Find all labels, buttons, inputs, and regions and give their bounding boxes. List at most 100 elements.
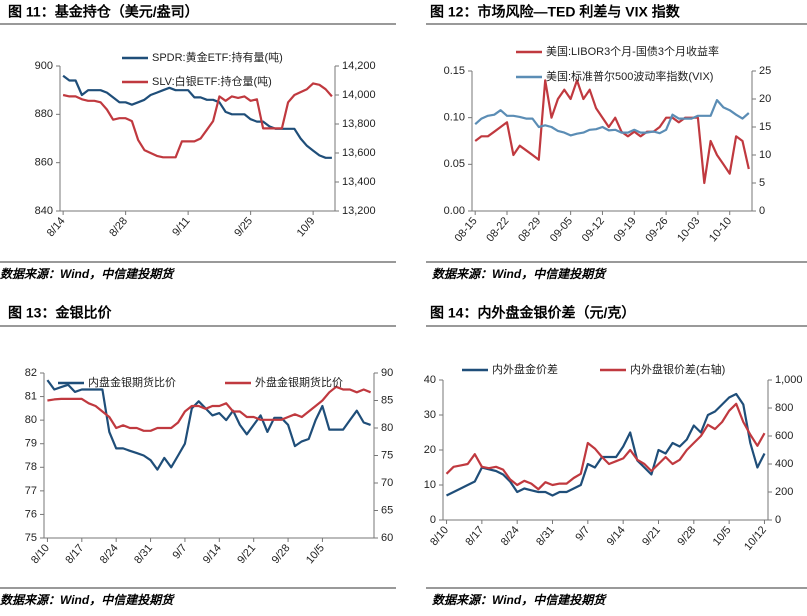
y2-tick-label: 75	[381, 449, 393, 461]
y-tick-label: 20	[424, 444, 436, 456]
y2-tick-label: 1,000	[775, 374, 803, 386]
legend-label: SPDR:黄金ETF:持有量(吨)	[152, 50, 283, 64]
x-tick-label: 8/17	[63, 542, 86, 566]
y2-tick-label: 20	[759, 93, 771, 105]
y2-tick-label: 14,200	[342, 60, 376, 72]
y2-tick-label: 600	[775, 430, 793, 442]
y-tick-label: 30	[424, 409, 436, 421]
legend-label: 美国:标准普尔500波动率指数(VIX)	[546, 69, 713, 83]
x-tick-label: 8/10	[428, 524, 451, 548]
y-tick-label: 900	[35, 60, 53, 72]
x-tick-label: 09-26	[643, 215, 670, 244]
y2-tick-label: 200	[775, 486, 793, 498]
series-line	[474, 99, 750, 137]
x-tick-label: 09-12	[580, 215, 607, 244]
y2-tick-label: 5	[759, 177, 765, 189]
series-line	[445, 402, 766, 491]
x-tick-label: 9/21	[235, 542, 258, 566]
y2-tick-label: 13,800	[342, 118, 376, 130]
y2-tick-label: 0	[759, 205, 765, 217]
chart-title: 图 13：金银比价	[8, 305, 112, 321]
y2-tick-label: 13,200	[342, 205, 376, 217]
x-tick-label: 08-15	[452, 215, 479, 244]
y-tick-label: 79	[25, 438, 37, 450]
source-note: 数据来源：Wind，中信建投期货	[432, 593, 607, 607]
y-tick-label: 82	[25, 367, 37, 379]
chart-title: 图 12：市场风险—TED 利差与 VIX 指数	[430, 4, 681, 20]
x-tick-label: 9/14	[605, 524, 628, 548]
series-line	[62, 82, 333, 159]
x-tick-label: 8/24	[499, 524, 522, 548]
x-tick-label: 9/21	[640, 524, 663, 548]
x-tick-label: 9/28	[675, 524, 698, 548]
y-tick-label: 78	[25, 461, 37, 473]
series-line	[46, 379, 371, 471]
x-tick-label: 10/12	[742, 524, 769, 553]
y-tick-label: 0.05	[444, 158, 465, 170]
y-tick-label: 75	[25, 532, 37, 544]
y-tick-label: 0.10	[444, 112, 465, 124]
legend-label: 内外盘金价差	[492, 362, 558, 376]
y-tick-label: 0.00	[444, 205, 465, 217]
x-tick-label: 9/11	[170, 215, 192, 238]
x-tick-label: 08-29	[516, 215, 543, 244]
legend-label: 外盘金银期货比价	[255, 375, 343, 389]
x-tick-label: 8/10	[29, 542, 52, 566]
x-tick-label: 09-19	[612, 215, 639, 244]
y2-tick-label: 13,600	[342, 147, 376, 159]
x-tick-label: 9/7	[170, 542, 189, 561]
x-tick-label: 10/5	[304, 542, 327, 566]
chart-title: 图 14：内外盘金银价差（元/克）	[430, 305, 635, 321]
y2-tick-label: 400	[775, 458, 793, 470]
x-tick-label: 9/7	[573, 524, 592, 543]
y-tick-label: 0	[430, 514, 436, 526]
y2-tick-label: 800	[775, 402, 793, 414]
x-tick-label: 10-10	[707, 215, 734, 244]
y2-tick-label: 90	[381, 367, 393, 379]
y-tick-label: 40	[424, 374, 436, 386]
y-tick-label: 76	[25, 508, 37, 520]
legend-label: 内盘金银期货比价	[88, 375, 176, 389]
y2-tick-label: 65	[381, 504, 393, 516]
chart-title: 图 11：基金持仓（美元/盎司）	[8, 4, 199, 20]
series-line	[47, 385, 372, 432]
y2-tick-label: 13,400	[342, 176, 376, 188]
x-tick-label: 10-03	[675, 215, 702, 244]
y2-tick-label: 0	[775, 514, 781, 526]
legend-label: 内外盘银价差(右轴)	[630, 362, 725, 376]
x-tick-label: 9/14	[201, 542, 224, 566]
source-note: 数据来源：Wind，中信建投期货	[0, 593, 175, 607]
y2-tick-label: 15	[759, 121, 771, 133]
legend-label: SLV:白银ETF:持仓量(吨)	[152, 74, 272, 88]
y2-tick-label: 80	[381, 422, 393, 434]
y-tick-label: 880	[35, 108, 53, 120]
y2-tick-label: 60	[381, 532, 393, 544]
x-tick-label: 9/25	[232, 215, 255, 239]
x-tick-label: 08-22	[484, 215, 511, 244]
x-tick-label: 8/28	[107, 215, 130, 239]
y-tick-label: 81	[25, 390, 37, 402]
y-tick-label: 10	[424, 479, 436, 491]
x-tick-label: 9/28	[270, 542, 293, 566]
y2-tick-label: 14,000	[342, 89, 376, 101]
x-tick-label: 10/9	[295, 215, 318, 239]
y-tick-label: 860	[35, 157, 53, 169]
series-line	[446, 392, 766, 497]
legend-label: 美国:LIBOR3个月-国债3个月收益率	[546, 44, 719, 58]
y2-tick-label: 25	[759, 65, 771, 77]
x-tick-label: 8/14	[45, 215, 68, 239]
y-tick-label: 80	[25, 414, 37, 426]
x-tick-label: 8/24	[98, 542, 121, 566]
y-tick-label: 0.15	[444, 65, 465, 77]
y-tick-label: 840	[35, 205, 53, 217]
x-tick-label: 09-05	[548, 215, 575, 244]
series-line	[474, 79, 750, 185]
x-tick-label: 8/31	[534, 524, 557, 548]
source-note: 数据来源：Wind，中信建投期货	[432, 267, 607, 281]
source-note: 数据来源：Wind，中信建投期货	[0, 267, 175, 281]
x-tick-label: 8/17	[463, 524, 486, 548]
x-tick-label: 10/5	[711, 524, 734, 548]
series-line	[62, 74, 332, 159]
y2-tick-label: 85	[381, 394, 393, 406]
